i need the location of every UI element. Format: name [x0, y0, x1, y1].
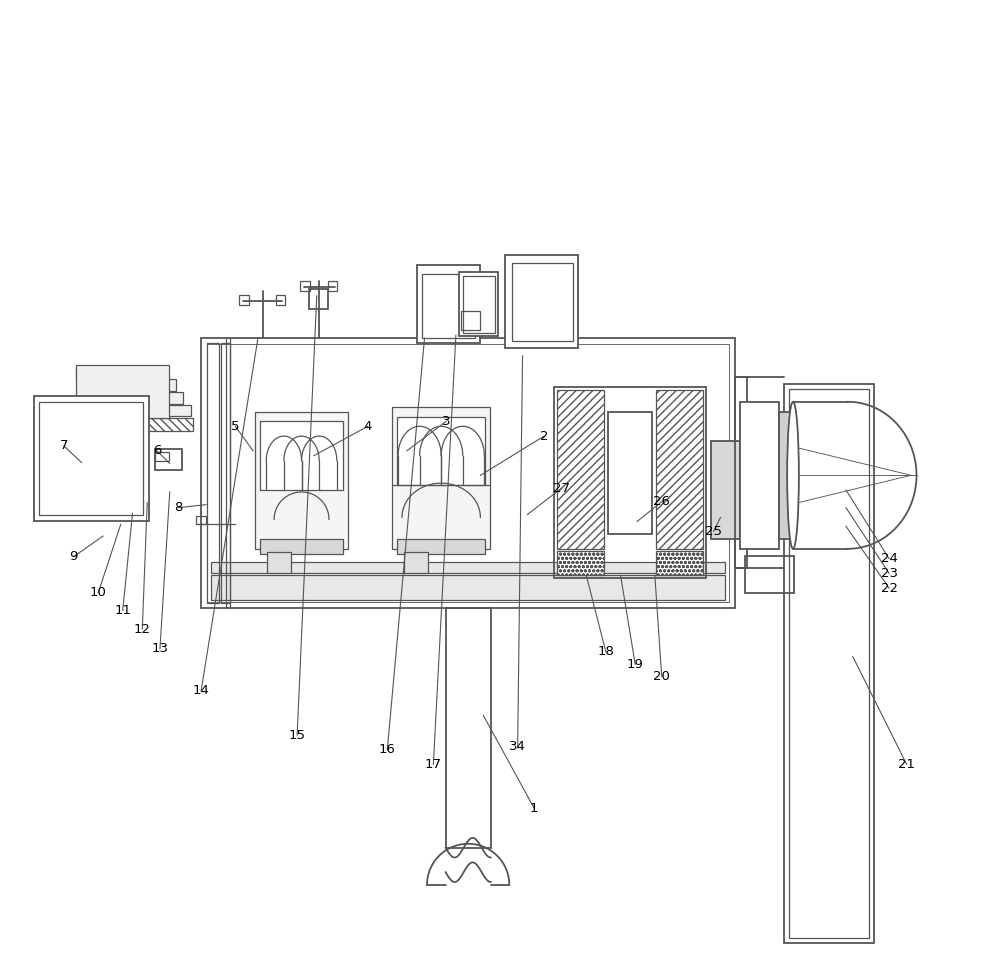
Text: 7: 7 — [60, 439, 68, 453]
Bar — [255, 412, 348, 549]
Bar — [397, 539, 485, 554]
Bar — [557, 390, 604, 549]
Text: 10: 10 — [90, 586, 107, 600]
Bar — [608, 412, 652, 534]
Text: 1: 1 — [530, 802, 539, 815]
Bar — [392, 407, 490, 549]
Ellipse shape — [787, 402, 799, 549]
Bar — [155, 452, 169, 461]
Bar — [39, 402, 143, 515]
Text: 18: 18 — [597, 645, 614, 659]
Bar — [201, 338, 735, 608]
Text: 21: 21 — [898, 758, 915, 771]
Text: 26: 26 — [653, 495, 670, 509]
Text: 34: 34 — [509, 740, 526, 754]
Bar — [779, 412, 794, 539]
Bar — [328, 281, 337, 291]
Text: 14: 14 — [193, 684, 210, 698]
Bar — [711, 441, 740, 539]
Text: 20: 20 — [653, 669, 670, 683]
Bar — [76, 367, 168, 378]
Bar — [34, 396, 149, 521]
Text: 2: 2 — [540, 429, 548, 443]
Bar — [239, 295, 249, 305]
Text: 13: 13 — [151, 642, 168, 656]
Text: 8: 8 — [174, 501, 183, 514]
Bar — [740, 402, 779, 549]
Bar — [557, 551, 604, 575]
Bar — [422, 274, 475, 338]
Text: 25: 25 — [705, 524, 722, 538]
Bar — [221, 343, 230, 603]
Text: 17: 17 — [425, 758, 442, 771]
Bar — [446, 608, 491, 848]
Bar — [276, 295, 285, 305]
Text: 4: 4 — [364, 419, 372, 433]
Text: 16: 16 — [379, 743, 396, 757]
Bar — [99, 392, 183, 404]
Bar — [404, 552, 428, 573]
Bar — [87, 379, 176, 391]
Bar — [656, 390, 703, 549]
Text: 15: 15 — [289, 728, 306, 742]
Bar — [397, 416, 485, 485]
Bar — [211, 562, 725, 573]
Bar — [735, 377, 747, 568]
Bar — [207, 343, 219, 603]
Text: 12: 12 — [134, 622, 151, 636]
Text: 9: 9 — [70, 550, 78, 564]
Text: 27: 27 — [553, 481, 570, 495]
Bar — [417, 265, 480, 343]
Bar — [656, 551, 703, 575]
Bar — [155, 449, 182, 470]
Bar — [300, 281, 310, 291]
Bar — [76, 418, 193, 431]
Bar — [196, 516, 206, 524]
Text: 5: 5 — [231, 419, 240, 433]
Bar — [554, 387, 706, 578]
Bar — [789, 389, 869, 938]
Bar — [267, 552, 291, 573]
Bar — [260, 539, 343, 554]
Text: 11: 11 — [114, 604, 131, 617]
Bar — [76, 365, 169, 418]
Text: 24: 24 — [881, 552, 897, 565]
Bar — [461, 311, 480, 330]
Text: 3: 3 — [442, 415, 450, 428]
Bar — [309, 289, 328, 309]
Bar — [111, 405, 191, 416]
Bar — [207, 344, 729, 602]
Bar — [512, 263, 573, 341]
Text: 22: 22 — [881, 581, 898, 595]
Bar — [211, 575, 725, 600]
Text: 19: 19 — [627, 658, 644, 671]
Text: 23: 23 — [881, 566, 898, 580]
Bar — [505, 255, 578, 348]
Bar — [463, 276, 495, 333]
Text: 6: 6 — [153, 444, 161, 458]
Bar — [260, 421, 343, 490]
Bar — [784, 384, 874, 943]
Bar — [745, 556, 794, 593]
Bar — [459, 272, 498, 336]
